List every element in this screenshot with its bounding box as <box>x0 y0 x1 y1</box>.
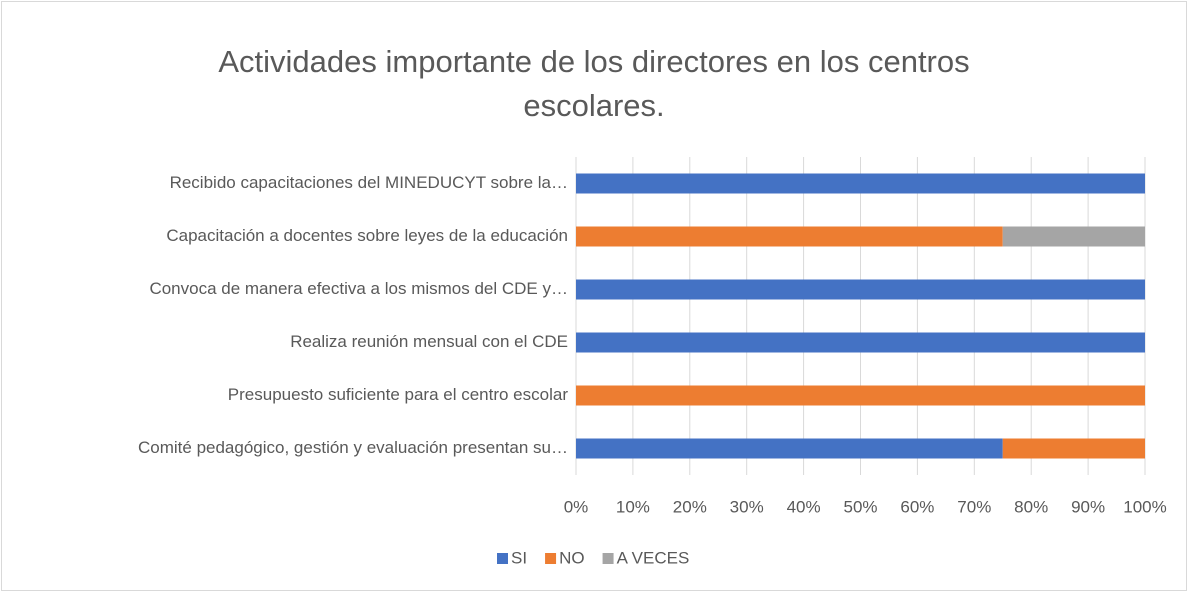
bar-segment <box>1002 226 1145 247</box>
x-tick-label: 70% <box>957 497 991 516</box>
x-tick-label: 20% <box>673 497 707 516</box>
legend-label: SI <box>511 548 527 567</box>
bar-segment <box>1002 438 1145 459</box>
y-tick-label: Capacitación a docentes sobre leyes de l… <box>166 226 568 245</box>
bar-segment <box>576 438 1003 459</box>
x-tick-label: 30% <box>730 497 764 516</box>
y-tick-label: Realiza reunión mensual con el CDE <box>290 332 568 351</box>
legend-label: A VECES <box>617 548 690 567</box>
chart-title: Actividades importante de los directores… <box>218 44 970 123</box>
x-tick-label: 50% <box>843 497 877 516</box>
y-tick-label: Presupuesto suficiente para el centro es… <box>228 385 569 404</box>
bar-segment <box>576 385 1145 406</box>
legend-swatch <box>545 553 557 564</box>
x-tick-label: 0% <box>564 497 589 516</box>
bar-segment <box>576 173 1145 194</box>
bar-segment <box>576 226 1003 247</box>
bar-segment <box>576 279 1145 300</box>
x-tick-label: 80% <box>1014 497 1048 516</box>
legend-label: NO <box>559 548 585 567</box>
y-tick-label: Recibido capacitaciones del MINEDUCYT so… <box>170 173 568 192</box>
x-tick-label: 10% <box>616 497 650 516</box>
y-tick-label: Comité pedagógico, gestión y evaluación … <box>138 438 568 457</box>
legend-swatch <box>602 553 614 564</box>
x-tick-label: 100% <box>1123 497 1166 516</box>
legend-swatch <box>497 553 508 564</box>
x-tick-label: 40% <box>787 497 821 516</box>
y-tick-label: Convoca de manera efectiva a los mismos … <box>149 279 568 298</box>
bar-segment <box>576 332 1145 353</box>
x-tick-label: 90% <box>1071 497 1105 516</box>
x-tick-label: 60% <box>900 497 934 516</box>
